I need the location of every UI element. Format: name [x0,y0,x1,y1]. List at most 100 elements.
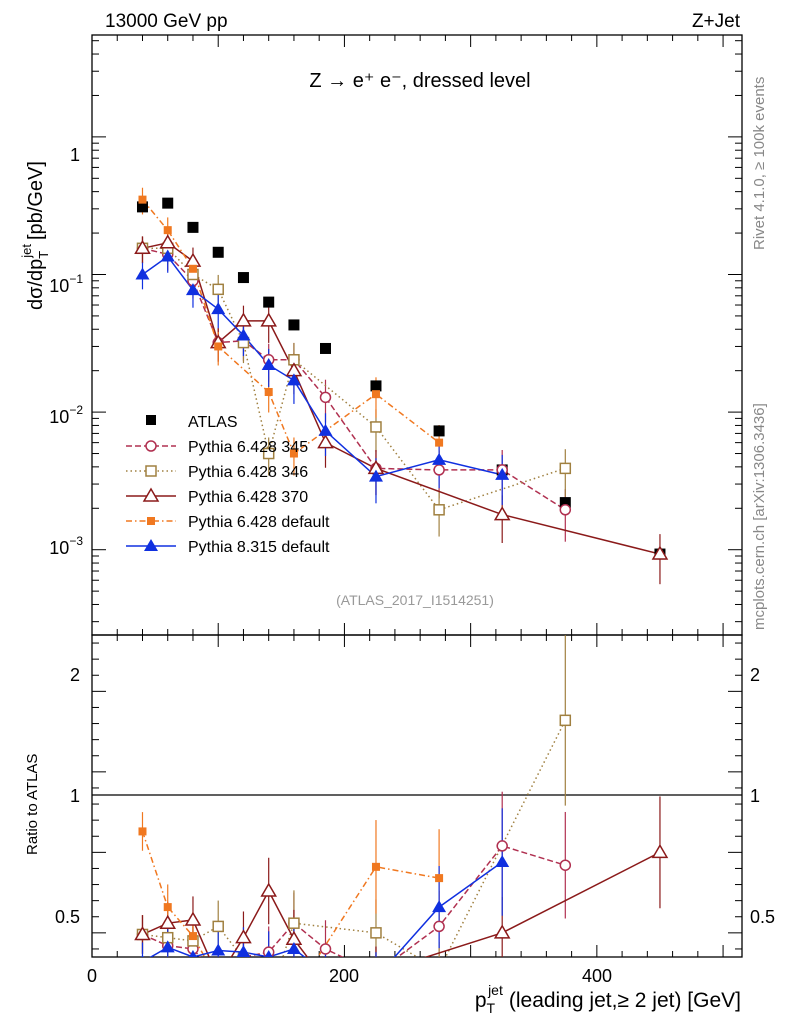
y-tick-1e-3-exp: −3 [69,534,83,548]
legend-label-atlas: ATLAS [188,414,238,431]
ratio-tick-label-1-left: 1 [70,786,80,806]
py346-marker [433,504,445,516]
py370-ratio-marker [651,843,669,859]
atlas-marker [370,380,382,392]
py8-marker [432,452,447,465]
x-label-rest: (leading jet,≥ 2 jet) [GeV] [509,989,741,1012]
beam-label: 13000 GeV pp [105,11,228,32]
legend-label-pydef: Pythia 6.428 default [188,514,330,531]
pydef-ratio-line [141,831,440,957]
legend-entry-py8: Pythia 8.315 default [126,539,330,556]
py345-marker [433,464,445,476]
py8-marker [160,249,175,262]
y-label-main-unit: [pb/GeV] [25,161,47,240]
py346-marker [370,421,382,433]
y-tick-1e-2-base: 10 [49,407,69,427]
atlas-marker [288,319,300,331]
pydef-ratio-marker [265,974,273,982]
pydef-ratio-marker [188,932,197,941]
py8-ratio-marker [369,971,383,983]
py370-ratio-marker [493,924,511,939]
pydef-marker [214,342,223,351]
py370-ratio-marker [159,914,177,929]
ratio-tick-label-0.5-right: 0.5 [750,907,775,927]
pydef-marker [188,264,197,273]
y-tick-1e-1-base: 10 [49,276,69,296]
ratio-tick-label-0.5-left: 0.5 [55,907,80,927]
y-label-main-base: dσ/dp [25,259,47,310]
py8-ratio-line [149,861,503,957]
pydef-marker [435,438,444,447]
pydef-marker [264,387,273,396]
pydef-marker [371,390,380,399]
x-label-sup: jet [487,982,503,998]
x-axis-label: pTjet (leading jet,≥ 2 jet) [GeV] [475,982,741,1016]
legend-marker-py346 [145,465,157,477]
py8-marker [135,267,150,280]
py346-marker [559,462,572,475]
process-label: Z+Jet [692,11,741,32]
legend: ATLAS Pythia 6.428 345 Pythia 6.428 346 … [126,414,330,556]
py346-marker [212,283,224,296]
py8-ratio-marker [188,950,198,957]
py8-ratio-marker [264,950,273,957]
legend-entry-py345: Pythia 6.428 345 [126,439,308,456]
atlas-marker [263,296,275,308]
legend-entry-py346: Pythia 6.428 346 [126,464,308,481]
pydef-ratio-marker [371,862,380,871]
legend-entry-atlas: ATLAS [146,414,238,431]
pydef-ratio-marker [138,827,147,836]
py346-marker [262,447,275,460]
pydef-marker [163,226,172,235]
ratio-series-lines [141,635,661,957]
py8-marker [211,302,226,315]
x-label-sub: T [487,1000,496,1016]
py370-ratio-marker [369,966,383,978]
py345-ratio-marker [433,920,445,933]
y-label-main-sup: jet [19,244,34,259]
py8-marker [368,469,383,482]
y-axis-label-ratio: Ratio to ATLAS [24,754,41,855]
atlas-marker [559,497,571,509]
py345-ratio-marker [496,840,508,852]
py346-ratio-marker [559,714,572,727]
ratio-panel-frame [91,634,743,958]
py370-ratio-marker [134,925,151,941]
atlas-marker [237,272,249,284]
y-tick-1-base: 1 [70,145,80,165]
main-series-markers [134,195,669,560]
y-tick-label-1: 1 [70,145,80,165]
py8-ratio-marker [160,940,175,953]
x-tick-label-0: 0 [87,966,97,986]
py8-ratio-marker [236,945,251,957]
py8-marker [495,467,510,480]
x-tick-label-200: 200 [329,966,359,986]
py346-ratio-line [142,719,566,957]
plot-title: Z → e⁺ e⁻, dressed level [309,70,530,92]
py346-ratio-marker [370,927,382,939]
legend-marker-py370 [142,487,160,502]
py345-ratio-marker [559,859,572,871]
atlas-marker [212,246,224,258]
x-label-p: p [475,989,487,1012]
py345-ratio-marker [371,968,381,978]
x-tick-label-400: 400 [582,966,612,986]
legend-marker-py8 [144,539,158,551]
atlas-marker [136,201,148,213]
py370-marker [235,312,252,327]
atlas-marker [319,342,331,354]
py8-marker [286,373,301,386]
py8-marker [318,423,333,436]
py8-ratio-marker [495,855,510,868]
py8-ratio-marker [211,943,226,956]
legend-marker-atlas [146,415,156,425]
py346-ratio-marker [288,917,300,929]
legend-entry-pydef: Pythia 6.428 default [126,514,330,531]
py8-marker [185,283,200,296]
py345-ratio-marker [213,973,223,983]
ratio-tick-label-1-right: 1 [750,786,760,806]
pydef-marker [289,449,298,458]
pydef-ratio-marker [290,990,298,998]
legend-label-py345: Pythia 6.428 345 [188,439,308,456]
